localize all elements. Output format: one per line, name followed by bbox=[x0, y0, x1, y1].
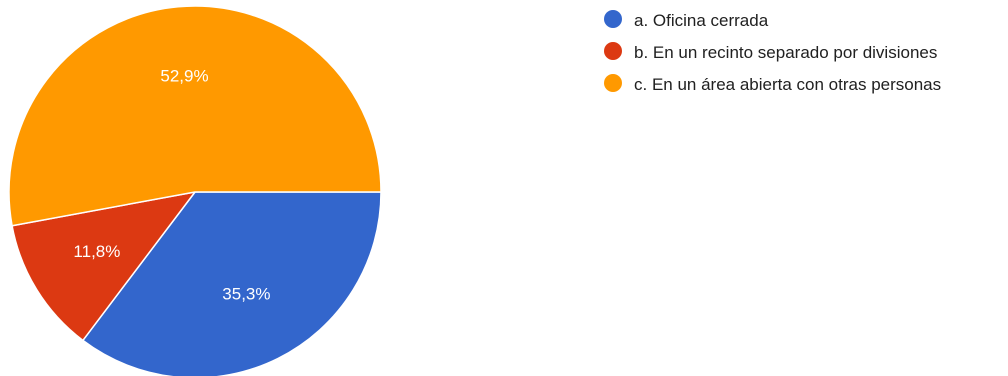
slice-label-c: 52,9% bbox=[160, 67, 208, 86]
slice-label-a: 35,3% bbox=[222, 285, 270, 304]
legend-label-a: a. Oficina cerrada bbox=[634, 11, 769, 30]
legend-label-c: c. En un área abierta con otras personas bbox=[634, 75, 942, 94]
pie-slice-a[interactable] bbox=[81, 191, 382, 376]
pie-slice-b[interactable] bbox=[11, 190, 197, 342]
legend-item-c[interactable]: c. En un área abierta con otras personas bbox=[604, 72, 1008, 97]
slice-label-b: 11,8% bbox=[73, 242, 120, 261]
legend-item-a[interactable]: a. Oficina cerrada bbox=[604, 8, 1008, 33]
legend-swatch-a bbox=[604, 10, 622, 28]
legend-item-b[interactable]: b. En un recinto separado por divisiones bbox=[604, 40, 1008, 65]
legend: a. Oficina cerrada b. En un recinto sepa… bbox=[604, 8, 1008, 104]
legend-label-b: b. En un recinto separado por divisiones bbox=[634, 43, 938, 62]
legend-swatch-b bbox=[604, 42, 622, 60]
pie-slice-c[interactable] bbox=[8, 5, 382, 227]
legend-swatch-c bbox=[604, 74, 622, 92]
